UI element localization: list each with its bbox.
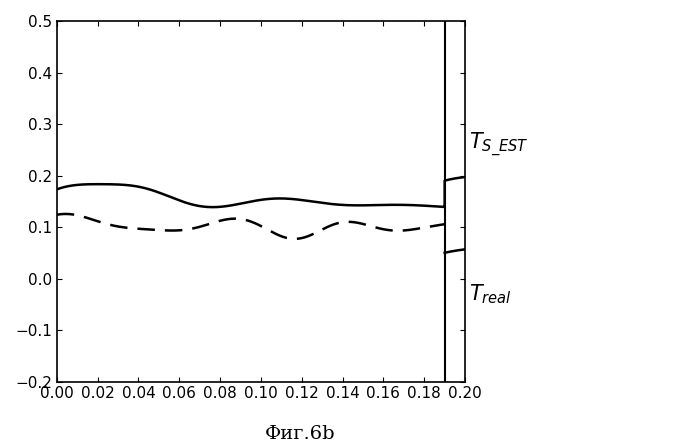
Text: $T_{S\_EST}$: $T_{S\_EST}$ bbox=[469, 130, 529, 159]
Text: Фиг.6b: Фиг.6b bbox=[265, 424, 336, 443]
Text: $T_{real}$: $T_{real}$ bbox=[469, 282, 512, 306]
